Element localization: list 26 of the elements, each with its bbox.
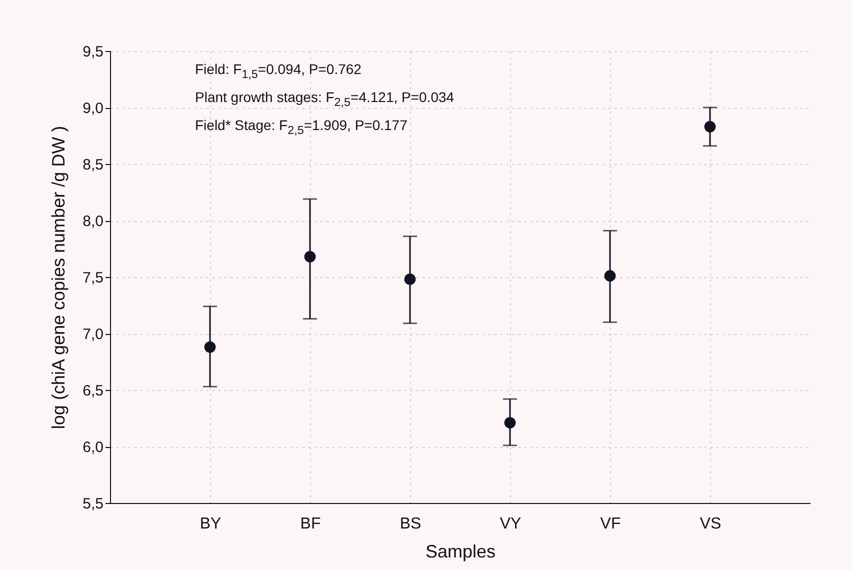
y-tick-label: 9,0 — [82, 100, 104, 117]
point — [304, 250, 316, 262]
y-axis-title: log (chiA gene copies number /g DW ) — [48, 126, 69, 430]
x-tick-label: BS — [400, 516, 422, 532]
y-tick-label: 5,5 — [82, 496, 104, 512]
x-tick-label: VF — [600, 516, 621, 532]
y-tick-label: 8,5 — [82, 156, 104, 174]
x-tick-label: VY — [500, 516, 522, 532]
x-tick-label: BF — [300, 516, 321, 532]
y-tick-label: 6,0 — [82, 439, 104, 456]
annotation: Field* Stage: F$_{2,5}$=1.909, P=0.177 — [195, 116, 408, 138]
y-tick-label: 7,5 — [82, 270, 104, 286]
x-axis-title: Samples — [425, 542, 496, 562]
y-tick-label: 8,0 — [82, 213, 104, 230]
point — [404, 274, 416, 285]
y-tick-label: 7,0 — [82, 326, 104, 343]
x-tick-label: VS — [700, 516, 722, 532]
point — [204, 341, 216, 353]
point — [704, 121, 716, 132]
y-tick-label: 6,5 — [82, 382, 104, 400]
y-tick-label: 9,5 — [82, 44, 104, 60]
point — [604, 270, 616, 282]
x-tick-label: BY — [200, 516, 222, 532]
point — [504, 417, 516, 428]
annotation: Field: F$_{1,5}$=0.094, P=0.762 — [195, 60, 362, 83]
annotation: Plant growth stages: F$_{2,5}$=4.121, P=0.034 — [195, 88, 454, 111]
